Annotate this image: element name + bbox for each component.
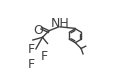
Text: F: F <box>41 50 48 64</box>
Text: F: F <box>28 43 35 56</box>
Text: F: F <box>28 58 35 71</box>
Text: NH: NH <box>50 16 69 30</box>
Text: O: O <box>33 24 43 37</box>
